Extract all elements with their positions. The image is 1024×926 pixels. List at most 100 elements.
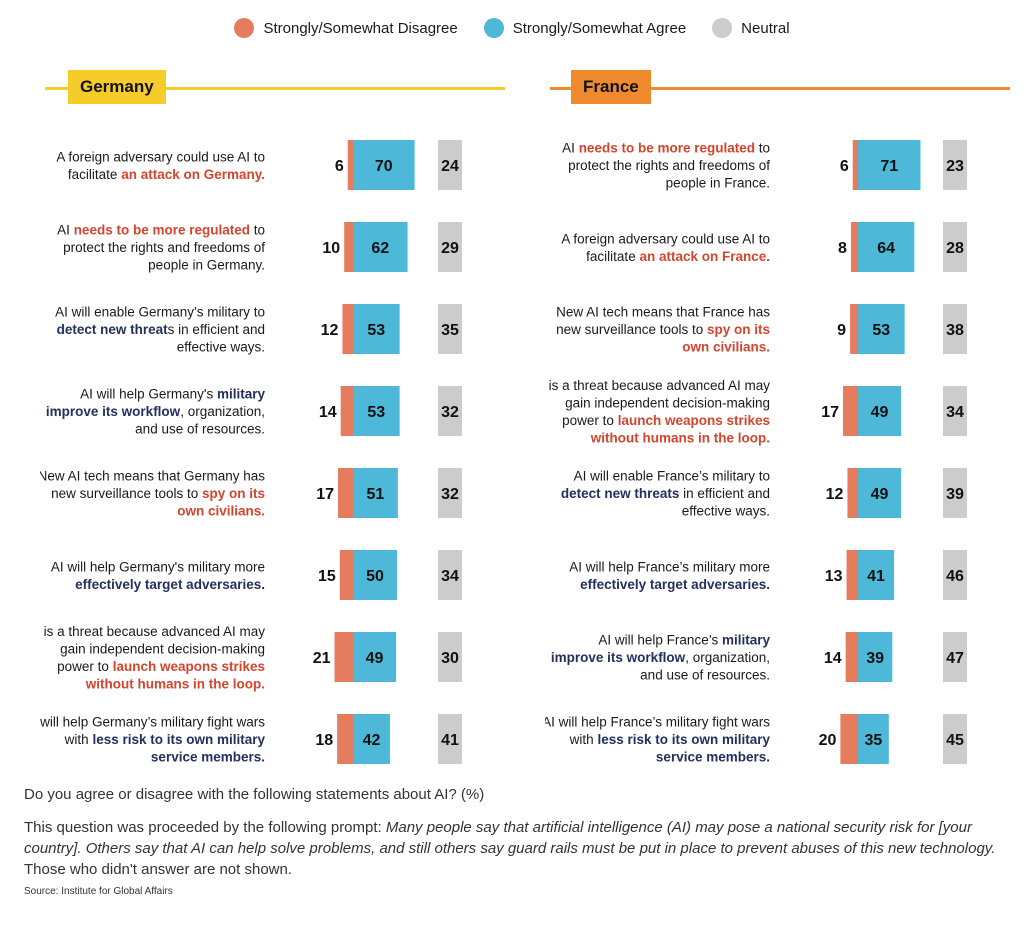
statement-segment: gain independent decision-making <box>565 395 770 410</box>
statement-label: AI is a threat because advanced AI may ga… <box>40 624 265 692</box>
statement-segment: with <box>569 732 598 747</box>
statement-segment: military <box>722 633 771 648</box>
france-row: AI will help France’s military fight war… <box>545 714 967 765</box>
statement-segment: New AI tech means that France has <box>556 305 770 320</box>
agree-value: 50 <box>366 568 384 585</box>
footer: Do you agree or disagree with the follow… <box>24 786 1014 897</box>
neutral-value: 39 <box>946 486 964 503</box>
france-row: New AI tech means that France has new sur… <box>556 304 967 355</box>
neutral-bar <box>438 140 462 190</box>
agree-value: 53 <box>367 404 385 421</box>
statement-segment: AI will enable Germany’s military to <box>55 305 265 320</box>
disagree-bar <box>338 468 353 518</box>
disagree-bar <box>339 550 353 600</box>
neutral-value: 46 <box>946 568 964 585</box>
neutral-bar <box>438 386 462 436</box>
neutral-bar <box>943 304 967 354</box>
germany-row: AI will enable Germany’s military to dete… <box>55 304 462 355</box>
neutral-bar <box>438 222 462 272</box>
disagree-value: 14 <box>319 404 337 421</box>
statement-label: AI will help Germany's military more effe… <box>51 559 265 592</box>
statement-segment: with <box>64 732 93 747</box>
neutral-value: 30 <box>441 650 459 667</box>
disagree-value: 17 <box>821 404 839 421</box>
statement-segment: military <box>217 387 266 402</box>
neutral-bar <box>943 222 967 272</box>
neutral-bar <box>438 632 462 682</box>
statement-segment: power to <box>562 413 618 428</box>
france-panel: France AI needs to be more regulated to p… <box>545 70 1015 770</box>
agree-bar <box>858 632 893 682</box>
agree-bar <box>858 714 889 764</box>
germany-chart: A foreign adversary could use AI to facil… <box>40 140 462 765</box>
disagree-value: 20 <box>819 732 837 749</box>
neutral-value: 32 <box>441 404 459 421</box>
statement-segment: protect the rights and freedoms of <box>568 158 770 173</box>
agree-bar <box>353 550 397 600</box>
france-row: AI will enable France’s military to detec… <box>561 468 967 519</box>
statement-segment: an attack on France. <box>639 249 770 264</box>
disagree-value: 12 <box>321 322 339 339</box>
statement-segment: in efficient and <box>679 486 770 501</box>
agree-value: 53 <box>872 322 890 339</box>
statement-label: A foreign adversary could use AI to facil… <box>561 231 770 264</box>
france-row: AI needs to be more regulated to protect … <box>562 140 967 191</box>
legend-label-neutral: Neutral <box>741 19 790 37</box>
disagree-bar <box>852 140 858 190</box>
statement-segment: s in efficient and <box>168 322 265 337</box>
neutral-value: 34 <box>946 404 964 421</box>
neutral-value: 23 <box>946 158 964 175</box>
statement-label: AI needs to be more regulated to protect … <box>57 223 265 273</box>
neutral-value: 45 <box>946 732 964 749</box>
statement-segment: protect the rights and freedoms of <box>63 240 265 255</box>
agree-bar <box>353 468 398 518</box>
germany-row: AI needs to be more regulated to protect … <box>57 222 462 273</box>
statement-segment: , organization, <box>180 404 265 419</box>
statement-segment: improve its workflow <box>551 650 686 665</box>
statement-segment: AI <box>562 141 579 156</box>
statement-segment: effective ways. <box>177 340 265 355</box>
statement-segment: an attack on Germany. <box>121 167 265 182</box>
disagree-value: 6 <box>335 158 344 175</box>
statement-label: AI will enable Germany’s military to dete… <box>55 305 265 355</box>
neutral-value: 35 <box>441 322 459 339</box>
germany-row: AI is a threat because advanced AI may ga… <box>40 624 462 692</box>
statement-segment: and use of resources. <box>135 422 265 437</box>
agree-bar <box>858 550 895 600</box>
disagree-value: 8 <box>838 240 847 257</box>
legend-swatch-agree <box>483 18 504 38</box>
statement-segment: AI is a threat because advanced AI may <box>545 378 770 393</box>
disagree-bar <box>347 140 353 190</box>
disagree-bar <box>850 222 858 272</box>
disagree-value: 18 <box>315 732 333 749</box>
statement-segment: and use of resources. <box>640 668 770 683</box>
neutral-value: 41 <box>441 732 459 749</box>
germany-title-rule <box>45 87 505 90</box>
legend-swatch-neutral <box>712 18 733 38</box>
statement-segment: less risk to its own military <box>597 732 770 747</box>
neutral-value: 34 <box>441 568 459 585</box>
neutral-value: 47 <box>946 650 964 667</box>
neutral-bar <box>943 632 967 682</box>
disagree-value: 12 <box>826 486 844 503</box>
germany-title: Germany <box>68 70 166 104</box>
disagree-bar <box>846 550 858 600</box>
disagree-bar <box>344 222 353 272</box>
statement-segment: gain independent decision-making <box>60 641 265 656</box>
statement-segment: launch weapons strikes <box>113 659 265 674</box>
agree-bar <box>353 222 408 272</box>
statement-segment: people in Germany. <box>148 258 265 273</box>
neutral-bar <box>438 468 462 518</box>
agree-bar <box>858 140 921 190</box>
statement-label: A foreign adversary could use AI to facil… <box>56 149 265 182</box>
statement-segment: AI will help France’s <box>598 633 722 648</box>
disagree-value: 17 <box>316 486 334 503</box>
statement-segment: A foreign adversary could use AI to <box>56 149 265 164</box>
neutral-bar <box>943 386 967 436</box>
statement-segment: less risk to its own military <box>92 732 265 747</box>
france-title: France <box>571 70 651 104</box>
statement-segment: new surveillance tools to <box>556 322 707 337</box>
statement-segment: power to <box>57 659 113 674</box>
statement-segment: effectively target adversaries. <box>580 577 770 592</box>
agree-value: 41 <box>867 568 885 585</box>
